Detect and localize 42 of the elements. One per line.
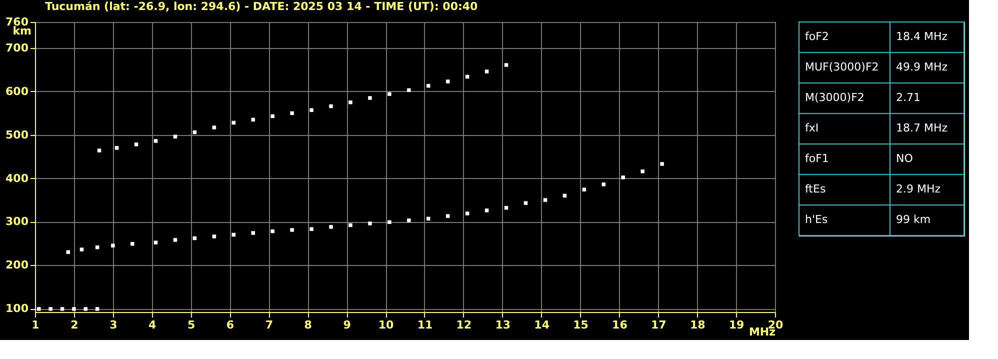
- text: foF2: [805, 30, 829, 43]
- text: 2.71: [896, 91, 920, 104]
- x-tick-label: 15: [573, 318, 588, 332]
- text: h'Es: [805, 213, 828, 226]
- text: 99 km: [896, 213, 931, 226]
- y-axis-title: km: [12, 24, 32, 38]
- text: 18.7 MHz: [896, 122, 948, 134]
- y-tick-label: 200: [6, 258, 29, 272]
- y-tick-label: 700: [6, 42, 29, 55]
- text: 18.4 MHz: [896, 30, 948, 43]
- x-tick-label: 12: [456, 318, 472, 332]
- y-tick-label: 100: [6, 302, 29, 316]
- text: MUF(3000)F2: [805, 60, 879, 74]
- x-tick-label: 1: [32, 318, 40, 332]
- text: NO: [896, 152, 914, 165]
- y-tick-label: 500: [6, 128, 29, 142]
- text: ftEs: [805, 182, 826, 196]
- x-tick-label: 18: [690, 318, 706, 332]
- text: foF1: [805, 152, 829, 165]
- text: 49.9 MHz: [896, 60, 948, 74]
- x-tick-label: 6: [226, 318, 234, 332]
- y-tick-label: 400: [6, 172, 29, 185]
- x-tick-label: 8: [304, 318, 312, 332]
- x-tick-label: 3: [110, 318, 118, 332]
- x-tick-label: 11: [417, 318, 433, 332]
- x-tick-label: 7: [265, 318, 274, 332]
- x-tick-label: 14: [534, 318, 550, 332]
- x-tick-label: 10: [378, 318, 394, 332]
- text: fxI: [805, 122, 819, 134]
- x-tick-label: 19: [728, 318, 744, 332]
- x-tick-label: 17: [651, 318, 666, 332]
- y-tick-label: 300: [6, 215, 29, 228]
- x-tick-label: 5: [187, 318, 196, 332]
- chart-title: Tucumán (lat: -26.9, lon: 294.6) - DATE: 2025 03 14 - TIME (UT): 00:40: [45, 0, 478, 13]
- text: M(3000)F2: [805, 91, 864, 104]
- x-tick-label: 9: [343, 318, 351, 332]
- x-tick-label: 13: [495, 318, 511, 332]
- x-tick-label: 16: [612, 318, 628, 332]
- x-tick-label: 4: [148, 318, 157, 332]
- x-tick-label: 2: [70, 318, 78, 332]
- y-tick-label: 600: [6, 84, 29, 98]
- text: 2.9 MHz: [896, 182, 941, 196]
